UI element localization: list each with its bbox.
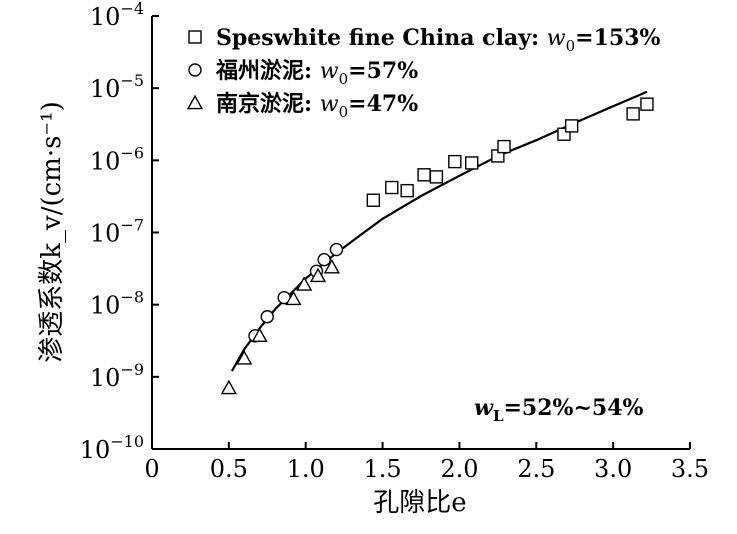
y-tick-exponent: −4 bbox=[120, 0, 144, 18]
data-point-triangle bbox=[220, 379, 237, 395]
data-point-circle bbox=[329, 242, 344, 257]
data-point-square bbox=[417, 168, 431, 182]
annotation-sub: L bbox=[493, 407, 504, 425]
fit-curve bbox=[230, 90, 648, 372]
legend-marker-square bbox=[188, 30, 202, 44]
annotation-value: =52%~54% bbox=[504, 395, 644, 421]
annotation-wl: wL=52%~54% bbox=[474, 395, 644, 425]
legend-label-w: w bbox=[547, 26, 566, 51]
y-tick-label: 10−6 bbox=[90, 143, 144, 175]
y-tick-label: 10−9 bbox=[90, 360, 144, 392]
y-tick-exponent: −7 bbox=[120, 216, 144, 235]
data-point-square bbox=[497, 139, 511, 154]
x-tick-label: 0 bbox=[144, 455, 159, 483]
data-points-layer bbox=[220, 97, 654, 395]
y-tick-label: 10−10 bbox=[80, 432, 144, 464]
x-axis-title: 孔隙比e bbox=[373, 488, 466, 518]
fit-curve-layer bbox=[230, 90, 648, 372]
legend-label-text: Speswhite fine China clay: bbox=[216, 25, 547, 51]
data-point-triangle bbox=[296, 276, 313, 291]
x-tick-label: 2.5 bbox=[517, 455, 555, 483]
y-tick-label: 10−8 bbox=[90, 288, 144, 320]
y-tick-base: 10 bbox=[90, 147, 121, 175]
y-tick-exponent: −5 bbox=[120, 71, 144, 90]
legend-label-sub: 0 bbox=[566, 37, 576, 55]
data-point-square bbox=[400, 183, 414, 198]
data-point-square bbox=[626, 107, 640, 121]
y-tick-base: 10 bbox=[90, 364, 121, 392]
y-tick-base: 10 bbox=[90, 292, 121, 320]
y-tick-exponent: −6 bbox=[120, 143, 144, 162]
data-point-square bbox=[564, 119, 579, 133]
x-tick-label: 1.0 bbox=[287, 455, 325, 483]
data-point-square bbox=[429, 170, 444, 184]
data-point-circle bbox=[317, 252, 331, 267]
data-point-square bbox=[366, 193, 381, 207]
x-tick-label: 3.5 bbox=[671, 455, 709, 483]
data-point-triangle bbox=[236, 350, 253, 365]
data-point-square bbox=[385, 180, 399, 195]
y-tick-exponent: −8 bbox=[120, 288, 144, 307]
data-point-triangle bbox=[309, 267, 327, 283]
data-point-square bbox=[448, 154, 462, 169]
data-point-circle bbox=[260, 310, 274, 324]
legend-label-value: =153% bbox=[575, 25, 660, 51]
y-tick-base: 10 bbox=[90, 3, 121, 31]
y-ticks: 10−410−510−610−710−810−910−10 bbox=[80, 0, 159, 464]
y-tick-base: 10 bbox=[90, 75, 121, 103]
y-axis-title: 渗透系数k_v/(cm·s⁻¹) bbox=[37, 101, 67, 362]
legend-label-w: w bbox=[320, 92, 339, 117]
data-point-square bbox=[465, 156, 479, 170]
y-tick-exponent: −10 bbox=[110, 432, 144, 451]
legend-label-text: 福州淤泥: bbox=[215, 58, 320, 84]
legend-label-text: 南京淤泥: bbox=[216, 91, 320, 117]
legend-label-w: w bbox=[320, 59, 339, 84]
y-tick-base: 10 bbox=[90, 220, 121, 248]
legend-label-sub: 0 bbox=[339, 103, 349, 121]
x-tick-label: 1.5 bbox=[363, 455, 401, 483]
legend-label: 南京淤泥: w0=47% bbox=[216, 91, 418, 121]
annotation-w: w bbox=[474, 395, 494, 421]
y-tick-label: 10−7 bbox=[90, 216, 144, 248]
data-point-square bbox=[640, 97, 654, 111]
legend-label-value: =47% bbox=[348, 91, 418, 117]
legend-label-sub: 0 bbox=[339, 70, 349, 88]
legend-marker-circle bbox=[188, 63, 202, 77]
data-point-triangle bbox=[285, 290, 302, 306]
y-tick-exponent: −9 bbox=[120, 360, 144, 379]
data-point-triangle bbox=[323, 258, 340, 274]
legend-marker-triangle bbox=[186, 94, 204, 110]
y-tick-base: 10 bbox=[80, 436, 111, 464]
y-tick-label: 10−4 bbox=[90, 0, 144, 31]
legend: Speswhite fine China clay: w0=153%福州淤泥: … bbox=[186, 25, 661, 121]
x-tick-label: 3.0 bbox=[594, 455, 632, 483]
data-point-triangle bbox=[251, 327, 268, 343]
legend-label-value: =57% bbox=[348, 58, 418, 84]
y-tick-label: 10−5 bbox=[90, 71, 144, 103]
legend-label: Speswhite fine China clay: w0=153% bbox=[216, 25, 661, 55]
legend-label: 福州淤泥: w0=57% bbox=[215, 58, 418, 88]
x-tick-label: 2.0 bbox=[440, 455, 478, 483]
x-ticks: 0 0.5 1.0 1.5 2.0 2.5 3.0 3.5 bbox=[144, 442, 709, 483]
x-tick-label: 0.5 bbox=[210, 455, 248, 483]
